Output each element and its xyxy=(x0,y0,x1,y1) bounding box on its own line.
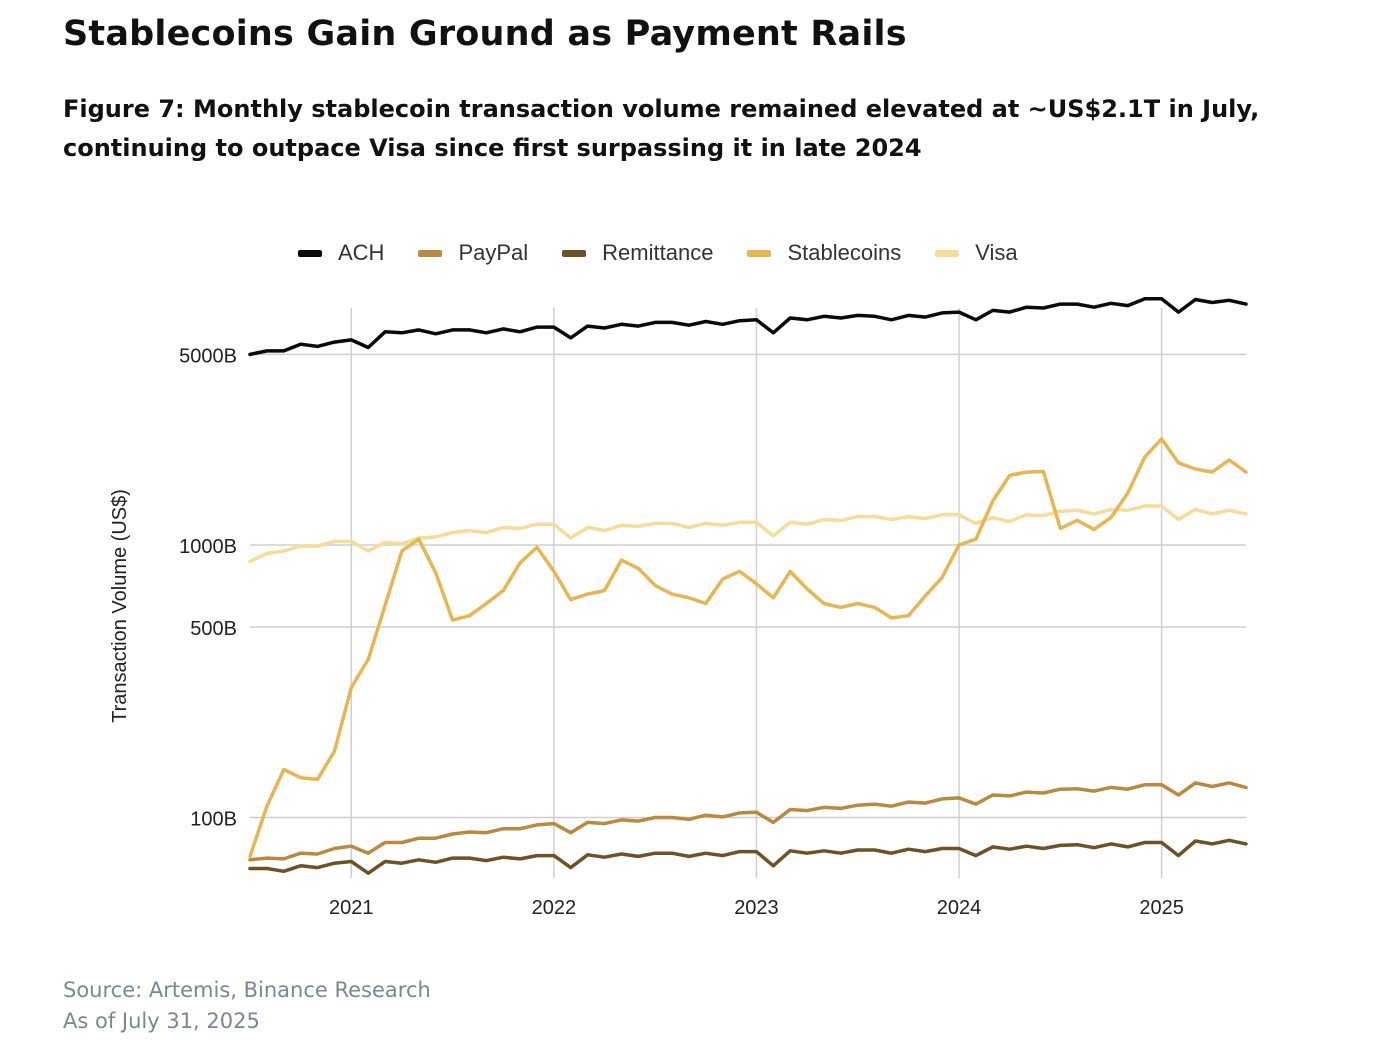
legend-item-paypal: PayPal xyxy=(418,240,528,266)
series-line-paypal xyxy=(248,781,1248,862)
x-tick-label: 2021 xyxy=(329,897,374,919)
x-tick-label: 2025 xyxy=(1139,897,1184,919)
legend-swatch xyxy=(298,249,322,257)
y-axis-title: Transaction Volume (US$) xyxy=(109,489,131,723)
x-tick-label: 2023 xyxy=(734,897,779,919)
chart-legend: ACH PayPal Remittance Stablecoins Visa xyxy=(298,240,1052,266)
y-tick-label: 1000B xyxy=(179,536,237,558)
legend-item-stablecoins: Stablecoins xyxy=(747,240,901,266)
y-tick-label: 5000B xyxy=(179,345,237,367)
legend-swatch xyxy=(935,249,960,257)
legend-swatch xyxy=(747,249,772,257)
grid-lines xyxy=(250,308,1246,878)
legend-item-ach: ACH xyxy=(298,240,384,266)
y-tick-label: 100B xyxy=(190,809,237,831)
legend-label: PayPal xyxy=(458,240,529,265)
legend-label: ACH xyxy=(338,240,385,265)
chart-source: Source: Artemis, Binance Research As of … xyxy=(63,975,431,1037)
legend-label: Stablecoins xyxy=(787,240,902,265)
chart-subtitle: Figure 7: Monthly stablecoin transaction… xyxy=(63,95,1260,162)
source-text: Source: Artemis, Binance Research xyxy=(63,978,431,1002)
series-line-stablecoins xyxy=(248,437,1248,859)
series-line-remittance xyxy=(248,838,1248,875)
legend-label: Visa xyxy=(975,240,1018,265)
legend-item-remittance: Remittance xyxy=(562,240,713,266)
legend-item-visa: Visa xyxy=(935,240,1018,266)
y-tick-label: 500B xyxy=(190,618,237,640)
legend-swatch xyxy=(562,249,587,257)
axes: 100B 500B 1000B 5000B 2021 2022 2023 2024 2025 Tr… xyxy=(109,345,1184,919)
x-tick-label: 2024 xyxy=(937,897,982,919)
as-of-date: As of July 31, 2025 xyxy=(63,1009,260,1033)
series-line-ach xyxy=(248,297,1248,357)
chart-title: Stablecoins Gain Ground as Payment Rails xyxy=(63,14,907,54)
series-lines xyxy=(248,297,1248,875)
legend-swatch xyxy=(418,249,443,257)
legend-label: Remittance xyxy=(602,240,714,265)
series-line-visa xyxy=(248,504,1248,564)
x-tick-label: 2022 xyxy=(532,897,577,919)
